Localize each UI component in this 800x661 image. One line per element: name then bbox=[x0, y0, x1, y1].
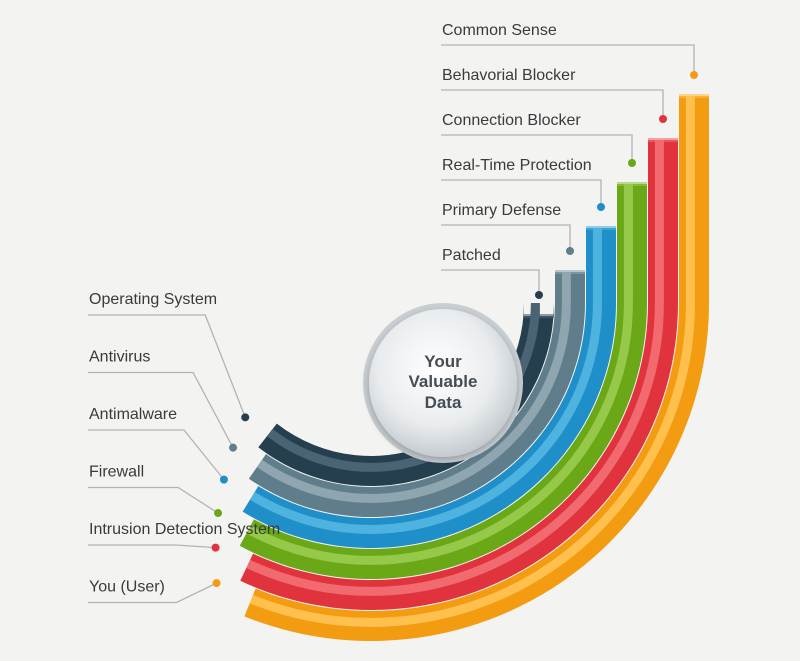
layer-band-6 bbox=[244, 94, 709, 641]
leader-line-right-3 bbox=[441, 179, 602, 207]
band-cap bbox=[586, 226, 616, 230]
layer-label-left: Antivirus bbox=[89, 349, 150, 366]
band-cap bbox=[679, 94, 709, 98]
layer-label-right: Common Sense bbox=[442, 22, 557, 39]
center-text-line-2: Valuable bbox=[409, 372, 478, 391]
connector-dot-right bbox=[628, 159, 636, 167]
band-cap bbox=[555, 270, 585, 274]
layer-band-5 bbox=[240, 138, 678, 610]
center-disc bbox=[369, 309, 517, 457]
leader-line-right-5 bbox=[441, 89, 664, 119]
leader-line-left-5 bbox=[88, 544, 216, 549]
connector-dot-right bbox=[690, 71, 698, 79]
layer-label-right: Patched bbox=[442, 247, 501, 264]
layer-label-left: You (User) bbox=[89, 579, 165, 596]
band-highlight bbox=[246, 184, 633, 565]
leader-line-left-6 bbox=[88, 582, 217, 604]
connector-dot-left bbox=[212, 579, 221, 588]
layer-band-4 bbox=[239, 182, 647, 579]
band-cap bbox=[648, 138, 678, 142]
connector-dot-left bbox=[219, 475, 228, 484]
leader-line-left-3 bbox=[88, 429, 225, 481]
layer-band-3 bbox=[242, 226, 616, 548]
layer-label-left: Operating System bbox=[89, 291, 217, 308]
connector-dot-left bbox=[214, 509, 223, 518]
leader-line-right-4 bbox=[441, 134, 633, 163]
connector-dot-left bbox=[229, 443, 238, 452]
leader-line-right-1 bbox=[441, 269, 540, 295]
band-fill bbox=[239, 184, 647, 579]
leader-line-right-2 bbox=[441, 224, 571, 251]
connector-dot-right bbox=[659, 115, 667, 123]
leader-line-left-1 bbox=[88, 314, 246, 418]
center-text-line-1: Your bbox=[424, 352, 462, 371]
layer-label-right: Primary Defense bbox=[442, 202, 561, 219]
leader-lines bbox=[88, 44, 698, 604]
layer-label-left: Firewall bbox=[89, 464, 144, 481]
leader-line-right-6 bbox=[441, 44, 695, 75]
leader-line-left-4 bbox=[88, 486, 219, 514]
layer-label-right: Behavorial Blocker bbox=[442, 67, 576, 84]
layer-label-left: Antimalware bbox=[89, 406, 177, 423]
band-cap bbox=[524, 314, 554, 318]
band-highlight bbox=[249, 96, 695, 627]
band-cap bbox=[617, 182, 647, 186]
layer-label-right: Connection Blocker bbox=[442, 112, 581, 129]
band-highlight bbox=[246, 140, 664, 596]
connector-dot-left bbox=[241, 413, 250, 422]
center-text-line-3: Data bbox=[425, 393, 462, 412]
band-fill bbox=[248, 272, 585, 517]
layer-labels: Operating System Patched Antivirus Primary … bbox=[89, 22, 592, 596]
connector-dot-right bbox=[597, 203, 605, 211]
connector-dot-right bbox=[566, 247, 574, 255]
layer-label-right: Real-Time Protection bbox=[442, 157, 592, 174]
center-circle: Your Valuable Data bbox=[363, 303, 523, 463]
band-highlight bbox=[250, 228, 602, 534]
leader-line-left-2 bbox=[88, 371, 234, 448]
layer-band-2 bbox=[248, 270, 585, 517]
connector-dot-right bbox=[535, 291, 543, 299]
band-highlight bbox=[256, 272, 571, 503]
connector-dot-left bbox=[211, 543, 220, 552]
layer-label-left: Intrusion Detection System bbox=[89, 521, 280, 538]
